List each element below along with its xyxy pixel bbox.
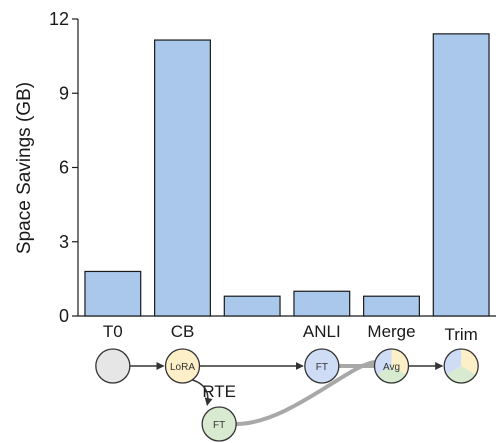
node-label-rte: FT xyxy=(213,420,225,431)
y-axis: 0 3 6 9 12 xyxy=(49,9,496,326)
y-axis-title: Space Savings (GB) xyxy=(14,82,35,254)
category-label-trim: Trim xyxy=(444,325,477,344)
edge-cb-rte xyxy=(192,379,213,406)
node-slice xyxy=(376,366,407,383)
node-cb: LoRA xyxy=(164,348,201,384)
workflow-diagram: LoRA FT Avg FT xyxy=(95,348,479,442)
bars-group xyxy=(84,33,490,317)
node-rte: FT xyxy=(201,406,237,442)
y-tick-label: 12 xyxy=(49,9,69,29)
bar-rte xyxy=(223,295,281,317)
node-label-merge: Avg xyxy=(383,362,400,373)
node-outline xyxy=(373,348,410,384)
category-labels: T0 CB RTE ANLI Merge Trim xyxy=(103,322,478,401)
bar-trim xyxy=(432,33,490,317)
node-anli: FT xyxy=(304,348,340,384)
y-tick-label: 6 xyxy=(59,158,69,178)
node-label-cb: LoRA xyxy=(170,362,195,373)
category-label-rte: RTE xyxy=(202,382,236,401)
node-circle xyxy=(164,348,201,384)
bar-anli xyxy=(293,290,351,317)
y-tick-label: 0 xyxy=(59,306,69,326)
edge-rte-merge xyxy=(234,360,379,426)
bar-cb xyxy=(154,39,211,317)
node-outline xyxy=(443,348,479,384)
node-circle xyxy=(95,348,131,384)
category-label-merge: Merge xyxy=(367,322,415,341)
category-label-cb: CB xyxy=(171,322,195,341)
node-trim xyxy=(443,348,479,384)
category-label-anli: ANLI xyxy=(303,322,341,341)
bar-merge xyxy=(363,295,420,317)
node-circle xyxy=(304,348,340,384)
node-label-anli: FT xyxy=(316,362,328,373)
y-tick-label: 9 xyxy=(59,83,69,103)
node-t0 xyxy=(95,348,131,384)
bar-t0 xyxy=(84,270,142,317)
node-merge: Avg xyxy=(373,348,410,384)
category-label-t0: T0 xyxy=(103,322,123,341)
y-tick-label: 3 xyxy=(59,232,69,252)
node-circle xyxy=(201,406,237,442)
